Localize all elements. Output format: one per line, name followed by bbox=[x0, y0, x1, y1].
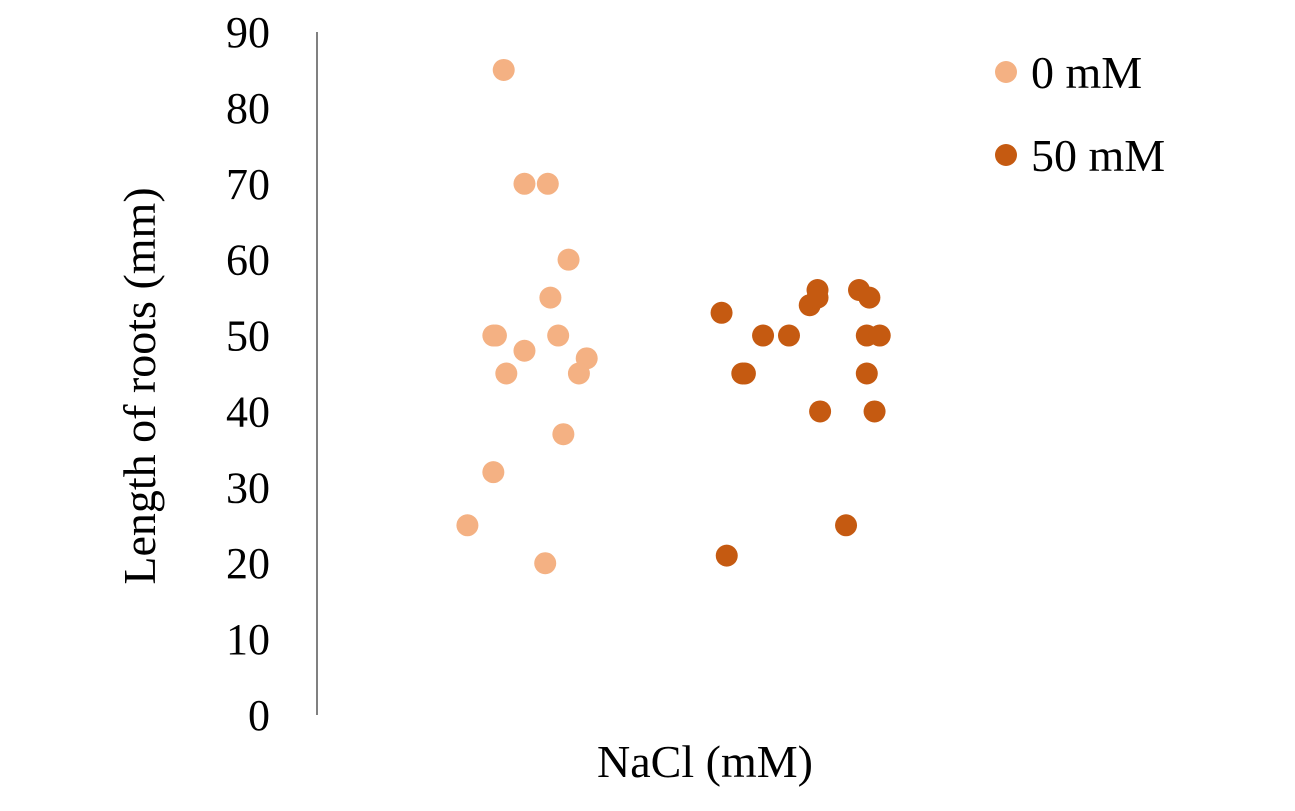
y-axis-title: Length of roots (mm) bbox=[114, 187, 165, 584]
point-50mm bbox=[710, 301, 733, 324]
point-0mm bbox=[482, 461, 505, 484]
y-tick-label: 30 bbox=[226, 463, 270, 512]
y-tick-label: 10 bbox=[226, 615, 270, 664]
y-tick-label: 80 bbox=[226, 84, 270, 133]
x-axis-title: NaCl (mM) bbox=[597, 736, 813, 787]
legend: 0 mM 50 mM bbox=[995, 47, 1165, 181]
point-0mm bbox=[513, 172, 536, 195]
point-0mm bbox=[557, 248, 580, 271]
point-50mm bbox=[777, 324, 800, 347]
y-tick-label: 90 bbox=[226, 8, 270, 57]
y-tick-label: 60 bbox=[226, 236, 270, 285]
legend-label: 50 mM bbox=[1031, 130, 1165, 181]
point-50mm bbox=[752, 324, 775, 347]
point-0mm bbox=[484, 324, 507, 347]
point-0mm bbox=[539, 286, 562, 309]
point-0mm bbox=[552, 423, 575, 446]
legend-label: 0 mM bbox=[1031, 47, 1142, 98]
y-tick-label: 50 bbox=[226, 312, 270, 361]
point-0mm bbox=[495, 362, 518, 385]
y-tick-label: 40 bbox=[226, 387, 270, 436]
point-0mm bbox=[534, 552, 557, 575]
legend-marker bbox=[995, 61, 1017, 83]
point-50mm bbox=[733, 362, 756, 385]
point-0mm bbox=[492, 58, 515, 81]
point-50mm bbox=[868, 324, 891, 347]
point-50mm bbox=[806, 286, 829, 309]
point-50mm bbox=[809, 400, 832, 423]
point-50mm bbox=[858, 286, 881, 309]
point-0mm bbox=[513, 339, 536, 362]
point-50mm bbox=[855, 362, 878, 385]
point-0mm bbox=[567, 362, 590, 385]
point-50mm bbox=[835, 514, 858, 537]
legend-marker bbox=[995, 144, 1017, 166]
point-50mm bbox=[863, 400, 886, 423]
y-tick-labels: 0 10 20 30 40 50 60 70 80 90 bbox=[226, 8, 270, 740]
point-0mm bbox=[456, 514, 479, 537]
data-points bbox=[456, 58, 891, 575]
point-0mm bbox=[536, 172, 559, 195]
y-tick-label: 70 bbox=[226, 160, 270, 209]
point-0mm bbox=[547, 324, 570, 347]
y-tick-label: 0 bbox=[248, 691, 270, 740]
y-tick-label: 20 bbox=[226, 539, 270, 588]
point-50mm bbox=[715, 544, 738, 567]
